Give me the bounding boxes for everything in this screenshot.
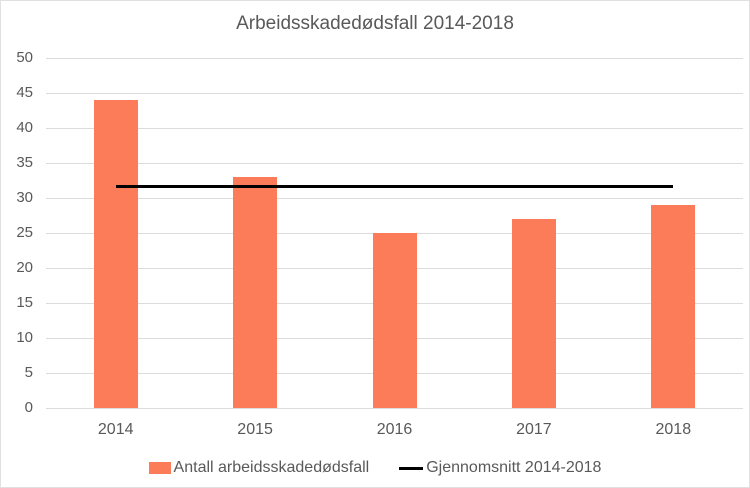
bar-2018 — [651, 205, 696, 408]
line-series-swatch — [399, 466, 424, 470]
legend: Antall arbeidsskadedødsfall Gjennomsnitt… — [1, 459, 749, 477]
bar-2015 — [233, 177, 278, 408]
x-axis: 2014 2015 2016 2017 2018 — [46, 421, 743, 443]
y-axis: 0 5 10 15 20 25 30 35 40 45 50 — [1, 49, 35, 416]
x-tick-label-2018: 2018 — [655, 421, 692, 438]
bar-2014 — [93, 100, 138, 408]
gridline-0 — [46, 407, 743, 409]
y-tick-label-25: 25 — [16, 224, 33, 241]
y-tick-label-5: 5 — [24, 364, 33, 381]
x-tick-label-2014: 2014 — [97, 421, 134, 438]
x-tick-label-2016: 2016 — [376, 421, 413, 438]
y-tick-label-10: 10 — [16, 329, 33, 346]
legend-item-line: Gjennomsnitt 2014-2018 — [399, 459, 601, 477]
legend-label-bars: Antall arbeidsskadedødsfall — [173, 459, 370, 476]
bar-series-swatch — [148, 462, 171, 474]
gridline-30 — [46, 197, 743, 199]
gridline-40 — [46, 127, 743, 129]
y-tick-label-35: 35 — [16, 154, 33, 171]
legend-label-line: Gjennomsnitt 2014-2018 — [426, 459, 602, 476]
average-line — [115, 185, 674, 189]
y-tick-label-50: 50 — [16, 49, 33, 66]
gridline-35 — [46, 162, 743, 164]
x-tick-label-2015: 2015 — [237, 421, 273, 438]
y-tick-label-45: 45 — [16, 84, 33, 101]
y-tick-label-0: 0 — [24, 399, 33, 416]
bar-2016 — [372, 233, 417, 408]
x-tick-label-2017: 2017 — [516, 421, 552, 438]
gridline-50 — [46, 57, 743, 59]
bar-2017 — [511, 219, 556, 408]
y-tick-label-40: 40 — [16, 119, 33, 136]
chart-title: Arbeidsskadedødsfall 2014-2018 — [236, 13, 514, 34]
legend-item-bars: Antall arbeidsskadedødsfall — [148, 459, 370, 477]
y-tick-label-30: 30 — [16, 189, 33, 206]
plot-area — [46, 57, 743, 409]
y-tick-label-20: 20 — [16, 259, 33, 276]
y-tick-label-15: 15 — [16, 294, 33, 311]
gridline-45 — [46, 92, 743, 94]
